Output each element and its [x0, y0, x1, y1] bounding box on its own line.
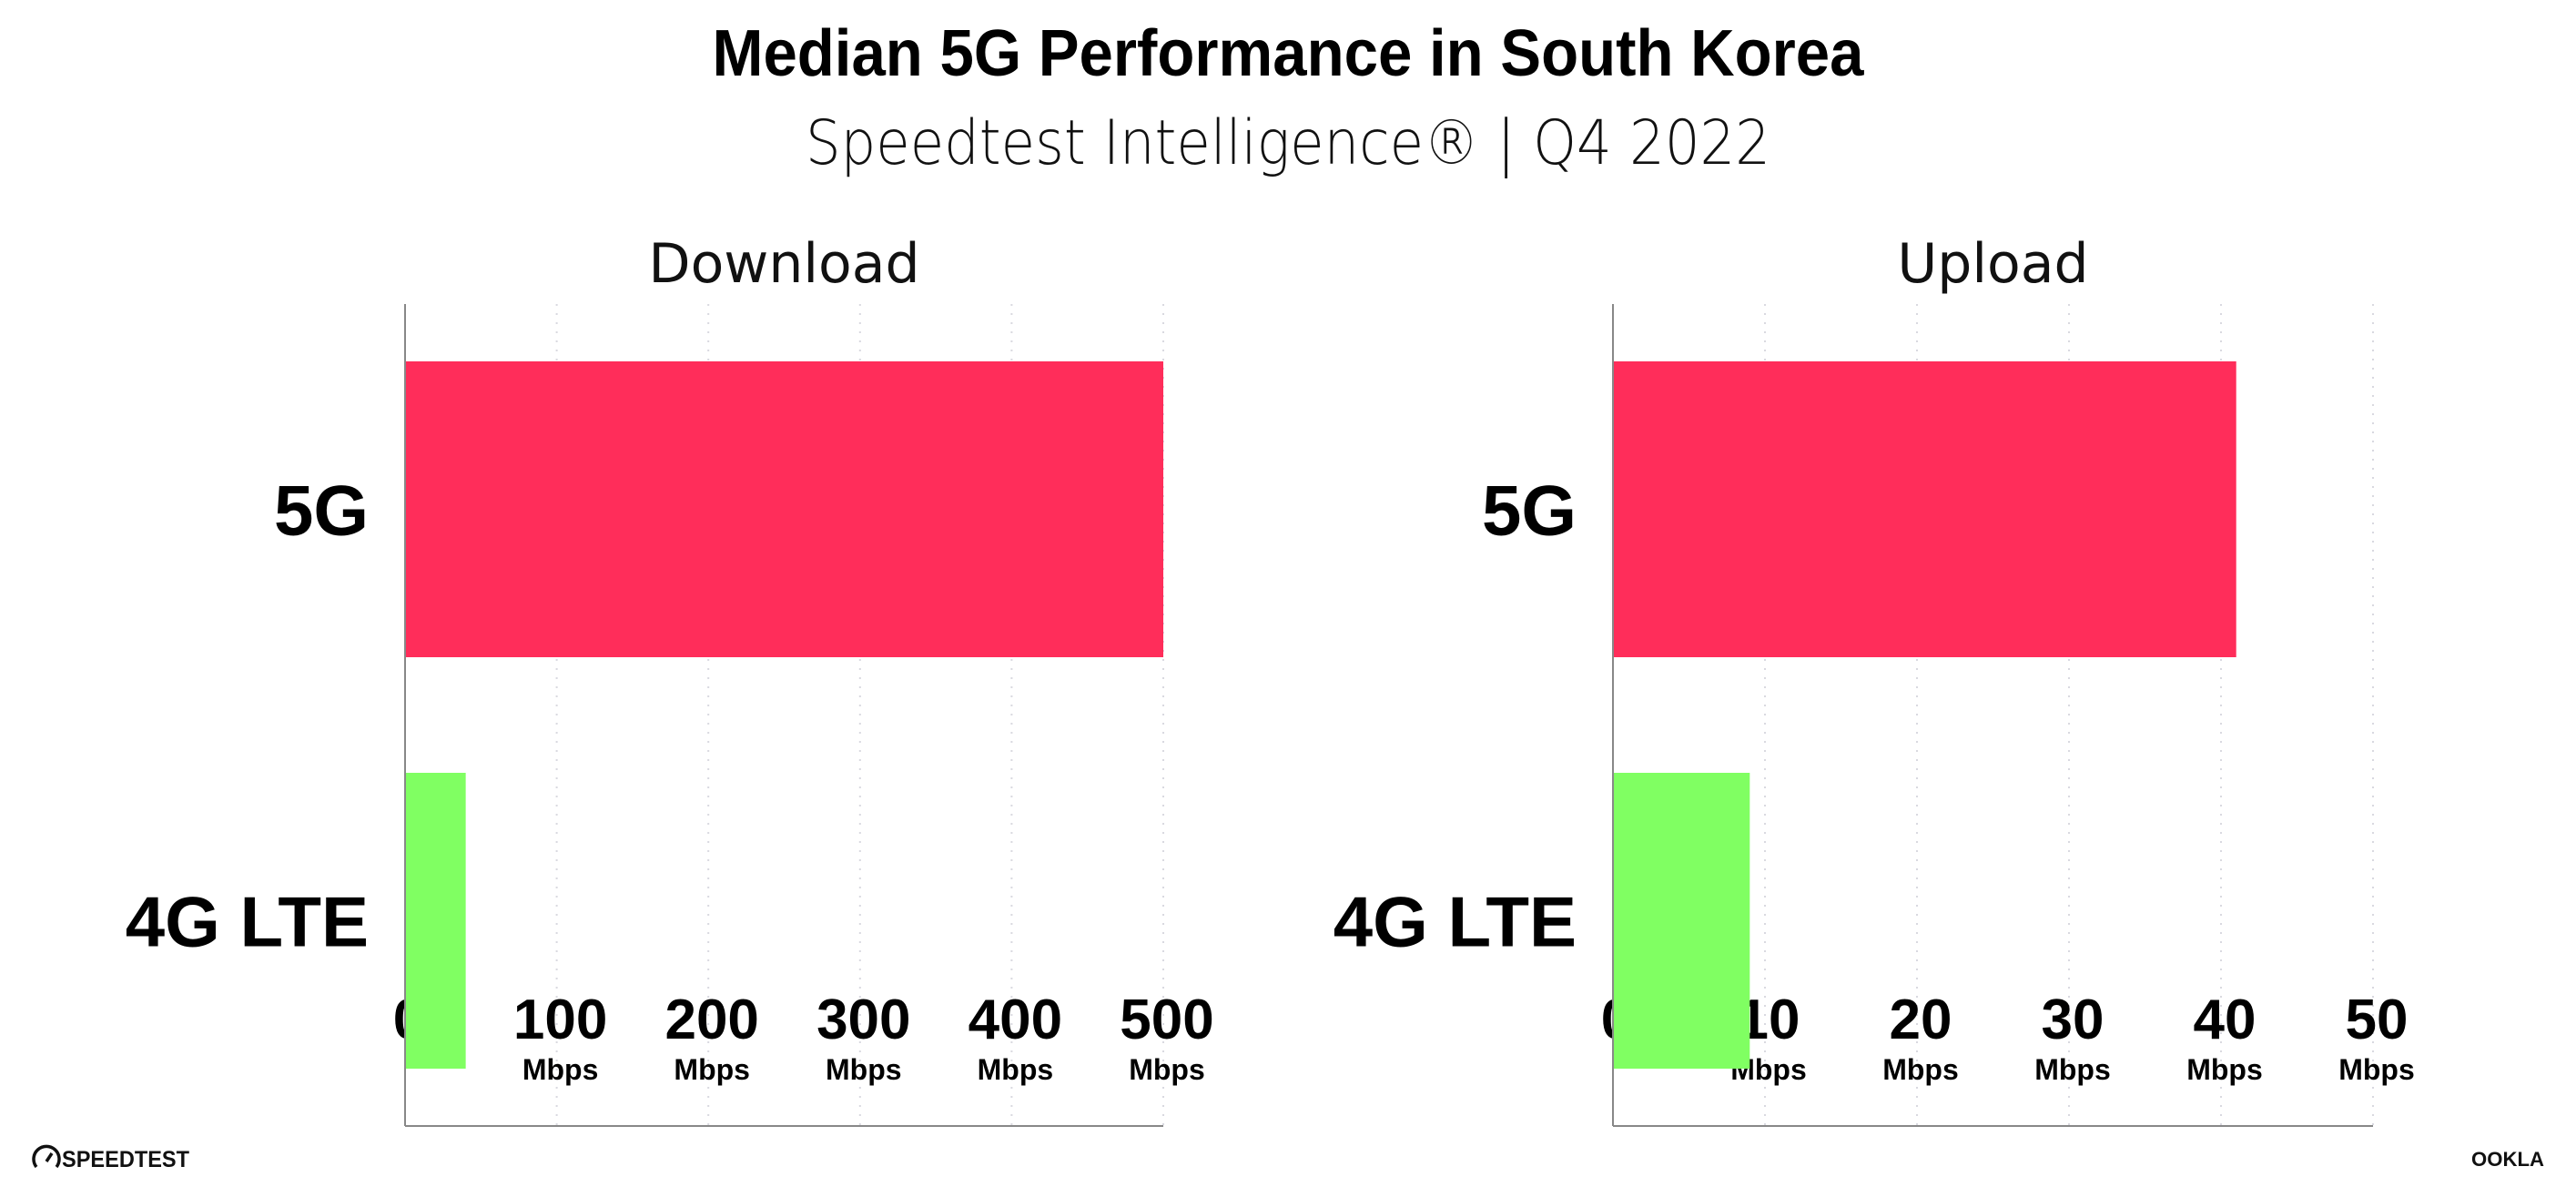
tick-label: 300	[816, 989, 910, 1051]
tick-unit: Mbps	[2186, 1053, 2263, 1086]
panel-download: Download0100Mbps200Mbps300Mbps400Mbps500…	[126, 232, 1214, 1127]
tick-unit: Mbps	[674, 1053, 750, 1086]
tick-label: 500	[1120, 989, 1213, 1051]
tick-label: 40	[2194, 989, 2257, 1051]
panel-title: Upload	[1897, 232, 2088, 296]
tick-unit: Mbps	[978, 1053, 1054, 1086]
panel-upload: Upload010Mbps20Mbps30Mbps40Mbps50Mbps5G4…	[1334, 232, 2415, 1127]
tick-unit: Mbps	[2034, 1053, 2111, 1086]
speedtest-wordmark: SPEEDTEST	[62, 1147, 189, 1172]
tick-unit: Mbps	[1129, 1053, 1205, 1086]
chart-title: Median 5G Performance in South Korea	[713, 17, 1865, 90]
speedtest-logo: SPEEDTEST	[32, 1144, 189, 1172]
tick-label: 20	[1890, 989, 1952, 1051]
category-label: 5G	[274, 471, 369, 551]
panel-title: Download	[648, 232, 919, 296]
tick-label: 200	[664, 989, 758, 1051]
chart-subtitle: Speedtest Intelligence® | Q4 2022	[806, 107, 1770, 179]
tick-unit: Mbps	[1882, 1053, 1959, 1086]
tick-label: 100	[513, 989, 607, 1051]
ookla-logo: OOKLA	[2471, 1148, 2544, 1171]
tick-label: 30	[2042, 989, 2104, 1051]
category-label: 4G LTE	[126, 882, 369, 962]
bar-4g-lte	[1613, 773, 1750, 1069]
tick-label: 400	[969, 989, 1062, 1051]
bar-5g	[405, 361, 1163, 657]
tick-unit: Mbps	[826, 1053, 902, 1086]
tick-unit: Mbps	[522, 1053, 599, 1086]
tick-unit: Mbps	[2338, 1053, 2415, 1086]
category-label: 5G	[1482, 471, 1577, 551]
category-label: 4G LTE	[1334, 882, 1577, 962]
tick-label: 50	[2346, 989, 2409, 1051]
bar-5g	[1613, 361, 2236, 657]
bar-4g-lte	[405, 773, 466, 1069]
speedometer-icon	[32, 1144, 61, 1169]
